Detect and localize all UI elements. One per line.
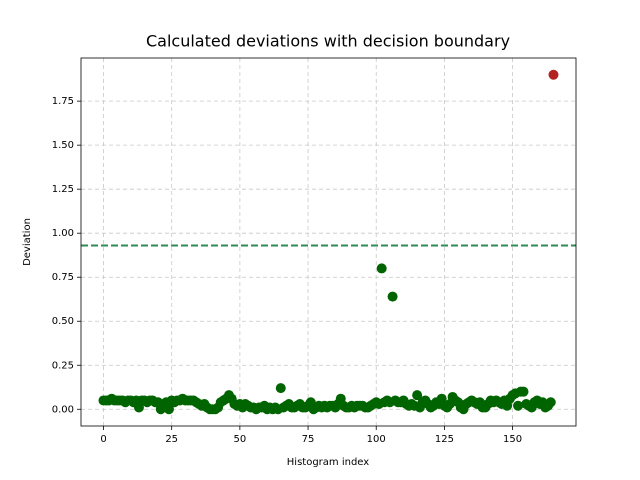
y-tick-label: 0.00 <box>52 404 74 415</box>
x-axis-label: Histogram index <box>287 457 369 468</box>
data-point <box>275 383 286 394</box>
data-point <box>548 69 559 80</box>
data-point <box>387 291 398 302</box>
x-tick-label: 25 <box>165 434 178 445</box>
plot-frame <box>80 57 577 427</box>
y-tick-label: 0.75 <box>52 272 74 283</box>
x-tick-label: 75 <box>302 434 315 445</box>
data-point <box>518 386 529 397</box>
y-axis-label: Deviation <box>22 218 33 266</box>
data-point <box>412 390 423 401</box>
x-tick-label: 125 <box>435 434 454 445</box>
y-tick-label: 1.75 <box>52 96 74 107</box>
y-tick-label: 0.50 <box>52 316 74 327</box>
y-tick-label: 1.50 <box>52 140 74 151</box>
data-point <box>163 404 174 415</box>
chart-title: Calculated deviations with decision boun… <box>146 32 510 51</box>
x-tick-label: 100 <box>367 434 386 445</box>
x-tick-label: 150 <box>503 434 522 445</box>
y-tick-label: 1.00 <box>52 228 74 239</box>
y-tick-label: 1.25 <box>52 184 74 195</box>
data-point <box>513 400 524 411</box>
x-tick-label: 0 <box>100 434 106 445</box>
x-tick-label: 50 <box>233 434 246 445</box>
data-point <box>545 397 556 408</box>
data-point <box>376 263 387 274</box>
y-tick-label: 0.25 <box>52 360 74 371</box>
